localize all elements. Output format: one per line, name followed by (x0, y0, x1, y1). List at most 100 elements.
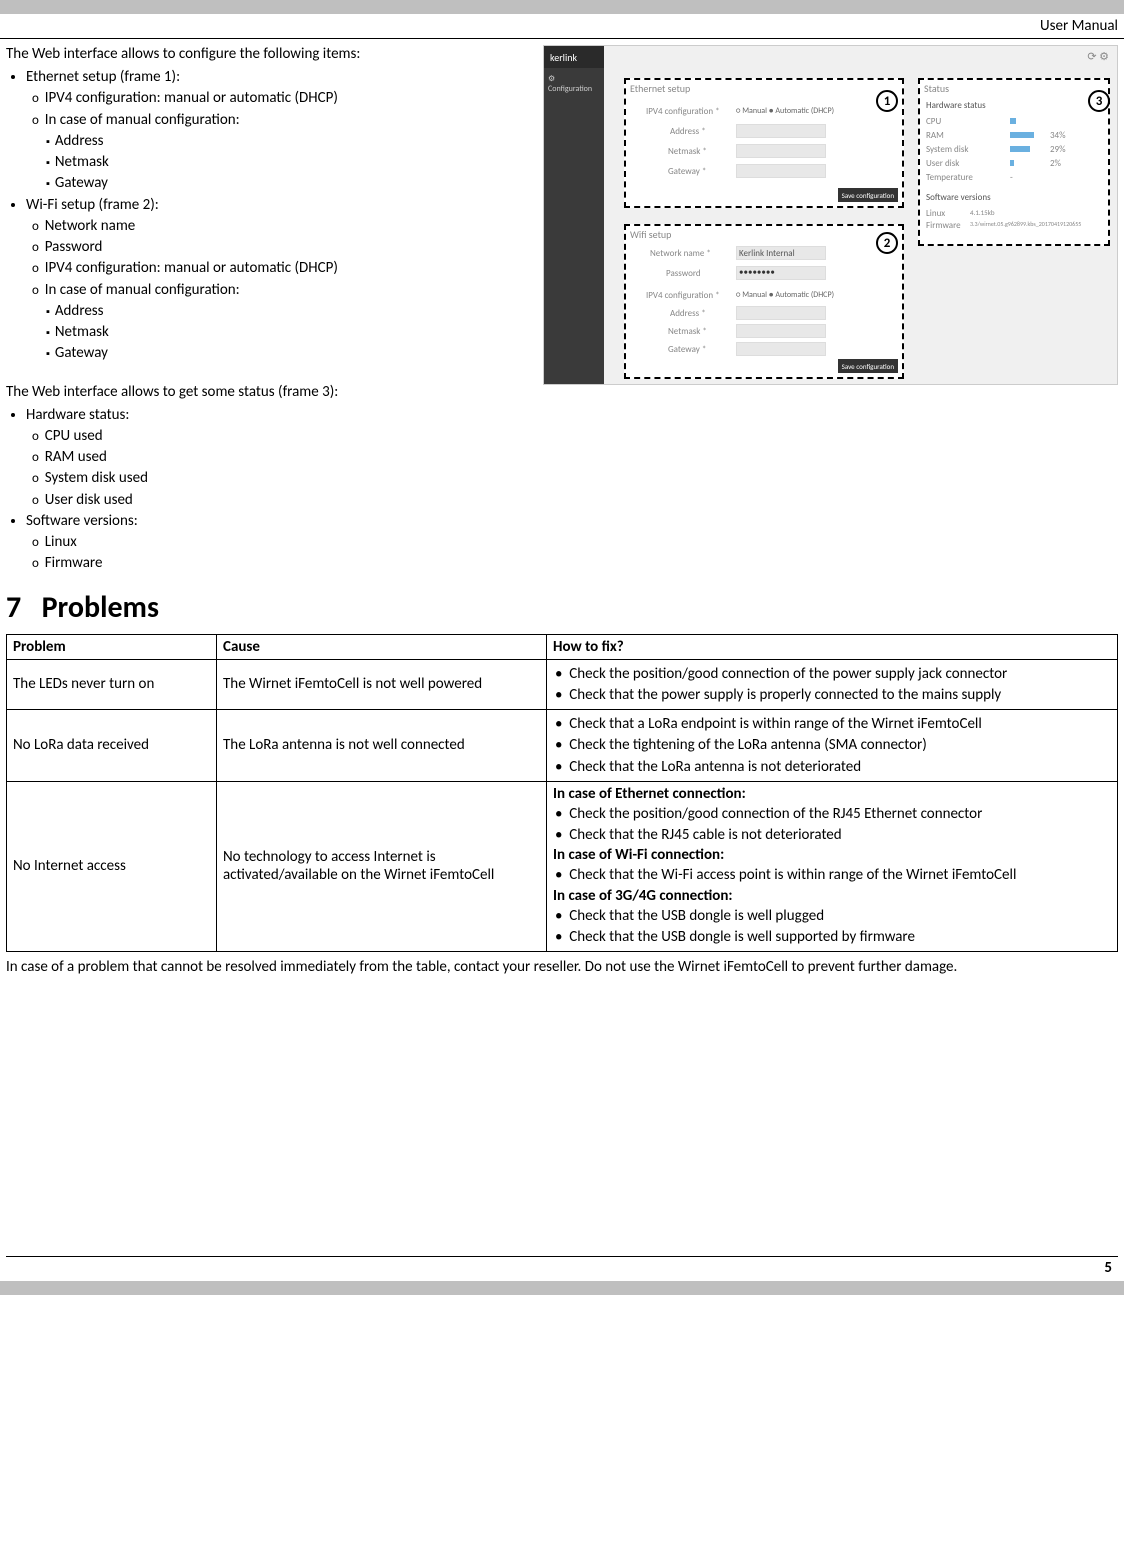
eth-netmask: Netmask (46, 152, 523, 172)
bottom-grey-bar (0, 1281, 1124, 1295)
fig-logo: kerlink (544, 46, 604, 68)
th-problem: Problem (7, 634, 217, 659)
fix-heading: In case of 3G/4G connection: (553, 887, 733, 905)
table-row: No LoRa data received The LoRa antenna i… (7, 710, 1118, 782)
intro-configure: The Web interface allows to configure th… (6, 45, 523, 63)
fig-status-box: Status Hardware status CPU RAM 34% Syste… (918, 78, 1110, 246)
fig-status-linux-label: Linux (926, 208, 945, 219)
fig-annotation-1: 1 (876, 90, 898, 112)
fig-eth-ipv4-label: IPV4 configuration * (646, 106, 720, 117)
cell-cause: No technology to access Internet is acti… (217, 781, 547, 951)
fix-item: Check the position/good connection of th… (555, 664, 1111, 684)
fig-wifi-name-label: Network name * (650, 248, 711, 259)
th-cause: Cause (217, 634, 547, 659)
cell-cause: The LoRa antenna is not well connected (217, 710, 547, 782)
cell-fix: Check that a LoRa endpoint is within ran… (547, 710, 1118, 782)
problems-table: Problem Cause How to fix? The LEDs never… (6, 634, 1118, 953)
fig-wifi-box: Wifi setup Network name * Kerlink Intern… (624, 224, 904, 379)
fig-status-fw-label: Firmware (926, 220, 961, 231)
fix-item: Check that the Wi-Fi access point is wit… (555, 865, 1111, 885)
sw-versions-heading: Software versions: (26, 511, 523, 531)
fig-status-hw: Hardware status (926, 100, 986, 111)
fix-item: Check the position/good connection of th… (555, 804, 1111, 824)
hw-cpu: CPU used (32, 426, 523, 446)
cell-fix: In case of Ethernet connection: Check th… (547, 781, 1118, 951)
hw-user: User disk used (32, 490, 523, 510)
fix-item: Check that the USB dongle is well plugge… (555, 906, 1111, 926)
sw-linux: Linux (32, 532, 523, 552)
eth-address: Address (46, 131, 523, 151)
cell-fix: Check the position/good connection of th… (547, 659, 1118, 710)
fig-top-icons: ⟳ ⚙ (1087, 50, 1109, 63)
fig-status-sys-val: 29% (1050, 144, 1066, 155)
sw-firmware: Firmware (32, 553, 523, 573)
fig-status-cpu-label: CPU (926, 116, 941, 127)
fig-eth-radio: ○ Manual ● Automatic (DHCP) (736, 106, 834, 116)
fig-wifi-mask-field (736, 324, 826, 338)
fig-wifi-pwd-value: •••••••• (739, 267, 775, 278)
fig-status-sw: Software versions (926, 192, 991, 203)
wifi-netmask: Netmask (46, 322, 523, 342)
section-heading: 7 Problems (6, 589, 1118, 626)
wifi-setup-heading: Wi-Fi setup (frame 2): (26, 195, 523, 215)
fig-wifi-name-value: Kerlink Internal (739, 248, 795, 259)
fig-annotation-3: 3 (1088, 90, 1110, 112)
fig-eth-gw-field (736, 164, 826, 178)
table-row: The LEDs never turn on The Wirnet iFemto… (7, 659, 1118, 710)
hw-sys: System disk used (32, 468, 523, 488)
fig-eth-addr-field (736, 124, 826, 138)
eth-gateway: Gateway (46, 173, 523, 193)
fix-item: Check that the USB dongle is well suppor… (555, 927, 1111, 947)
top-grey-bar (0, 0, 1124, 14)
fix-item: Check that the power supply is properly … (555, 685, 1111, 705)
table-row: No Internet access No technology to acce… (7, 781, 1118, 951)
fig-status-ram-val: 34% (1050, 130, 1066, 141)
cell-cause: The Wirnet iFemtoCell is not well powere… (217, 659, 547, 710)
page-footer: 5 (6, 1256, 1118, 1281)
wifi-password: Password (32, 237, 523, 257)
fig-status-sys-bar (1010, 146, 1030, 152)
fig-wifi-radio: ○ Manual ● Automatic (DHCP) (736, 290, 834, 300)
fig-eth-gw-label: Gateway * (668, 166, 706, 177)
fig-annotation-2: 2 (876, 232, 898, 254)
fix-heading: In case of Wi-Fi connection: (553, 846, 724, 864)
wifi-address: Address (46, 301, 523, 321)
fig-status-usr-label: User disk (926, 158, 959, 169)
fig-status-ram-label: RAM (926, 130, 944, 141)
wifi-name: Network name (32, 216, 523, 236)
config-text-column: The Web interface allows to configure th… (6, 45, 523, 575)
eth-manual: In case of manual configuration: (32, 110, 523, 130)
fig-status-sys-label: System disk (926, 144, 968, 155)
fig-status-usr-val: 2% (1050, 158, 1061, 169)
eth-ipv4: IPV4 configuration: manual or automatic … (32, 88, 523, 108)
cell-problem: The LEDs never turn on (7, 659, 217, 710)
fig-wifi-save-button: Save configuration (838, 359, 898, 373)
fig-status-fw-val: 3.3/wirnet.05.g962899.kbs_20170419120655 (970, 220, 1081, 228)
fig-wifi-gw-field (736, 342, 826, 356)
fig-eth-mask-field (736, 144, 826, 158)
fig-wifi-addr-field (736, 306, 826, 320)
section-number: 7 (6, 589, 21, 626)
wifi-manual: In case of manual configuration: (32, 280, 523, 300)
wifi-gateway: Gateway (46, 343, 523, 363)
fig-status-linux-val: 4.1.15kb (970, 208, 995, 217)
th-fix: How to fix? (547, 634, 1118, 659)
intro-status: The Web interface allows to get some sta… (6, 383, 523, 401)
fig-eth-mask-label: Netmask * (668, 146, 707, 157)
fig-wifi-gw-label: Gateway * (668, 344, 706, 355)
fig-status-ram-bar (1010, 132, 1034, 138)
fig-ethernet-box: Ethernet setup IPV4 configuration * ○ Ma… (624, 78, 904, 208)
web-interface-screenshot: kerlink ⟳ ⚙ ⚙ Configuration Ethernet set… (543, 45, 1118, 385)
fig-status-tmp-val: - (1010, 172, 1013, 183)
fix-item: Check that the LoRa antenna is not deter… (555, 757, 1111, 777)
fig-status-tmp-label: Temperature (926, 172, 973, 183)
fix-item: Check that a LoRa endpoint is within ran… (555, 714, 1111, 734)
cell-problem: No LoRa data received (7, 710, 217, 782)
fig-wifi-title: Wifi setup (630, 228, 671, 241)
hw-ram: RAM used (32, 447, 523, 467)
eth-setup-heading: Ethernet setup (frame 1): (26, 67, 523, 87)
fig-sidebar: ⚙ Configuration (544, 68, 604, 384)
fig-status-cpu-bar (1010, 118, 1016, 124)
fig-eth-save-button: Save configuration (838, 188, 898, 202)
fig-wifi-ipv4-label: IPV4 configuration * (646, 290, 720, 301)
